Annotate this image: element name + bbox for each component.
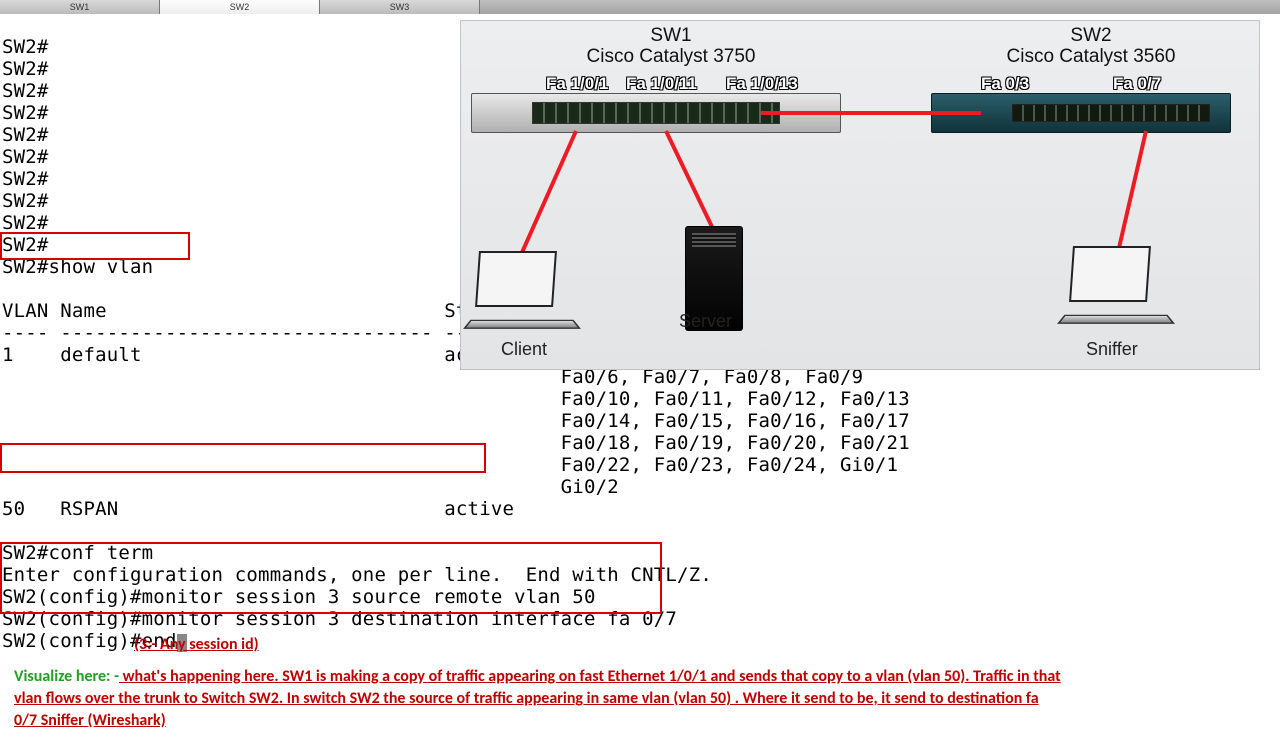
port-fa1011: Fa 1/0/11: [626, 74, 697, 94]
port-fa1013: Fa 1/0/13: [726, 74, 798, 94]
vlan-row-1c: Fa0/10, Fa0/11, Fa0/12, Fa0/13: [2, 388, 910, 410]
switch-sw2: [931, 93, 1231, 133]
story-text: what's happening here. SW1 is making a c…: [14, 667, 1061, 730]
network-diagram: SW1Cisco Catalyst 3750 SW2Cisco Catalyst…: [460, 20, 1260, 370]
port-fa07: Fa 0/7: [1113, 74, 1161, 94]
sniffer-label: Sniffer: [1086, 339, 1138, 360]
highlight-show-vlan: [0, 232, 190, 260]
highlight-vlan50: [0, 443, 486, 473]
switch-sw1: [471, 93, 841, 133]
sniffer-laptop: [1061, 246, 1171, 326]
sw2-title: SW2Cisco Catalyst 3560: [981, 25, 1201, 67]
highlight-config: [0, 542, 662, 614]
server-label: Server: [679, 311, 732, 332]
notes-block: (3:- Any session id) Visualize here: - w…: [14, 634, 1064, 732]
client-laptop: [467, 251, 577, 331]
visualize-label: Visualize here: -: [14, 667, 119, 686]
port-fa03: Fa 0/3: [981, 74, 1029, 94]
tab-filler: [480, 0, 1280, 14]
sw1-title: SW1Cisco Catalyst 3750: [571, 25, 771, 67]
tab-sw3[interactable]: SW3: [320, 0, 480, 14]
port-fa101: Fa 1/0/1: [546, 74, 608, 94]
tab-sw2[interactable]: SW2: [160, 0, 320, 14]
tab-bar: SW1 SW2 SW3: [0, 0, 1280, 14]
vlan-row-50: 50 RSPAN active: [2, 498, 514, 520]
prompt-lines: SW2# SW2# SW2# SW2# SW2# SW2# SW2# SW2# …: [2, 36, 49, 256]
client-label: Client: [501, 339, 547, 360]
vlan-row-1g: Gi0/2: [2, 476, 619, 498]
vlan-row-1d: Fa0/14, Fa0/15, Fa0/16, Fa0/17: [2, 410, 910, 432]
session-id-note: (3:- Any session id): [134, 634, 1064, 656]
tab-sw1[interactable]: SW1: [0, 0, 160, 14]
